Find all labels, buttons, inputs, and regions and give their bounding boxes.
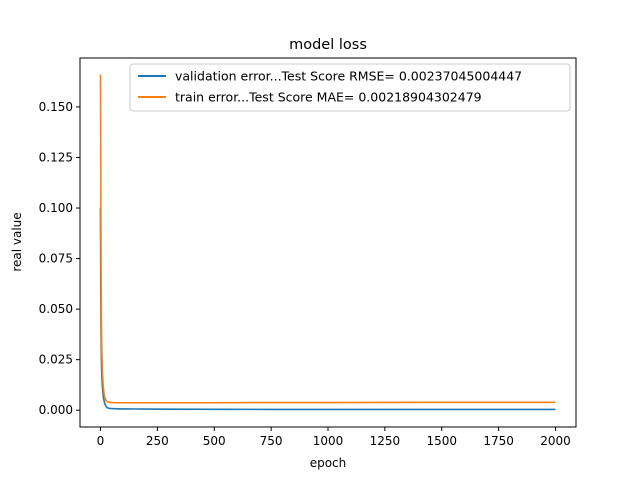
x-tick-label: 1750	[483, 434, 514, 448]
y-tick-label: 0.050	[39, 302, 73, 316]
x-tick-label: 250	[146, 434, 169, 448]
legend-label: train error...Test Score MAE= 0.00218904…	[175, 90, 482, 105]
legend: validation error...Test Score RMSE= 0.00…	[129, 63, 571, 112]
series-line-train	[99, 74, 556, 404]
y-tick-label: 0.025	[39, 353, 73, 367]
x-tick-label: 1000	[313, 434, 344, 448]
legend-label: validation error...Test Score RMSE= 0.00…	[175, 69, 522, 84]
y-tick-label: 0.100	[39, 201, 73, 215]
x-axis-label: epoch	[310, 456, 347, 470]
y-tick-label: 0.000	[39, 403, 73, 417]
series-lines	[99, 74, 556, 411]
legend-box	[129, 63, 571, 112]
x-tick-label: 0	[97, 434, 105, 448]
x-axis: 0 250 500 750 1000 1250 1500 1750 2000	[97, 427, 571, 448]
x-tick-label: 500	[203, 434, 226, 448]
x-tick-label: 2000	[540, 434, 571, 448]
y-axis-label: real value	[10, 212, 24, 271]
y-tick-label: 0.150	[39, 100, 73, 114]
x-tick-label: 1500	[426, 434, 457, 448]
y-tick-label: 0.075	[39, 252, 73, 266]
x-tick-label: 1250	[370, 434, 401, 448]
y-axis: 0.000 0.025 0.050 0.075 0.100 0.125 0.150	[39, 100, 80, 417]
y-tick-label: 0.125	[39, 150, 73, 164]
x-tick-label: 750	[260, 434, 283, 448]
chart-title: model loss	[289, 37, 367, 53]
